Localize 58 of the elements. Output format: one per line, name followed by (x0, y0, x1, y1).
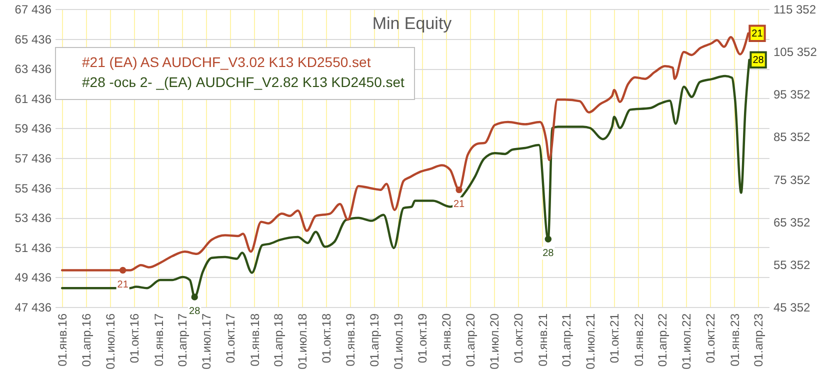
x-tick-label: 01.янв.17 (152, 313, 166, 366)
x-tick-label: 01.янв.20 (440, 313, 454, 366)
text: #21 (EA) AS AUDCHF_V3.02 K13 KD2550.set (82, 54, 371, 70)
x-tick-label: 01.апр.20 (464, 313, 478, 367)
y-tick-label: 51 436 (14, 240, 52, 255)
annotation: 28 (189, 306, 201, 318)
y2-tick-label: 95 352 (774, 88, 811, 102)
x-tick-label: 01.окт.21 (608, 313, 622, 364)
annotation: 28 (752, 54, 764, 66)
x-tick-label: 01.окт.16 (128, 313, 142, 364)
x-tick-label: 01.окт.22 (704, 313, 718, 364)
text: #28 -ось 2- _(EA) AUDCHF_V2.82 K13 KD2450.set (82, 74, 405, 90)
x-tick-label: 01.июл.18 (295, 313, 310, 370)
y-tick-label: 61 436 (14, 92, 52, 106)
y-tick-label: 55 436 (14, 181, 52, 196)
x-tick-label: 01.июл.19 (391, 313, 406, 370)
x-tick-label: 01.окт.18 (320, 313, 334, 364)
y2-tick-label: 105 352 (774, 45, 818, 60)
annotation: 28 (542, 248, 554, 260)
y2-tick-label: 115 352 (774, 2, 816, 16)
x-tick-label: 01.окт.19 (415, 313, 430, 364)
y2-tick-label: 65 352 (774, 215, 811, 230)
x-tick-label: 01.апр.21 (560, 313, 574, 367)
x-tick-label: 01.янв.21 (536, 313, 550, 366)
y-tick-label: 57 436 (14, 152, 52, 166)
x-tick-label: 01.окт.17 (224, 313, 238, 364)
x-tick-label: 01.окт.20 (512, 313, 526, 364)
x-tick-label: 01.июл.20 (488, 313, 502, 370)
x-tick-label: 01.янв.19 (344, 313, 358, 366)
x-tick-label: 01.янв.18 (248, 313, 262, 366)
y2-tick-label: 85 352 (774, 130, 811, 144)
annotation: 21 (117, 279, 129, 290)
x-tick-label: 01.янв.22 (632, 313, 646, 366)
y-tick-label: 63 436 (14, 62, 52, 76)
x-tick-label: 01.апр.18 (271, 313, 286, 367)
y2-tick-label: 55 352 (774, 258, 811, 272)
y2-tick-label: 75 352 (774, 172, 811, 187)
annotation: 21 (752, 28, 764, 40)
x-tick-label: 01.июл.16 (103, 313, 118, 370)
y-tick-label: 47 436 (14, 300, 52, 314)
x-tick-label: 01.июл.17 (199, 313, 214, 370)
y-tick-label: 59 436 (14, 122, 52, 136)
annotation: 21 (453, 198, 466, 210)
x-tick-label: 01.янв.16 (56, 313, 70, 366)
x-tick-label: 01.апр.16 (80, 313, 94, 367)
x-tick-label: 01.апр.23 (751, 313, 766, 367)
x-tick-label: 01.июл.22 (679, 313, 694, 370)
y-tick-label: 53 436 (14, 211, 52, 226)
y-tick-label: 67 436 (14, 2, 52, 16)
x-tick-label: 01.апр.22 (656, 313, 670, 367)
x-tick-label: 01.апр.17 (175, 313, 190, 367)
y-tick-label: 49 436 (14, 270, 52, 285)
chart-title: Min Equity (372, 14, 452, 33)
y-tick-label: 65 436 (14, 32, 52, 46)
x-tick-label: 01.янв.23 (728, 313, 742, 366)
x-tick-label: 01.апр.19 (367, 313, 382, 367)
x-tick-label: 01.июл.21 (583, 313, 598, 370)
y2-tick-label: 45 352 (774, 300, 811, 314)
